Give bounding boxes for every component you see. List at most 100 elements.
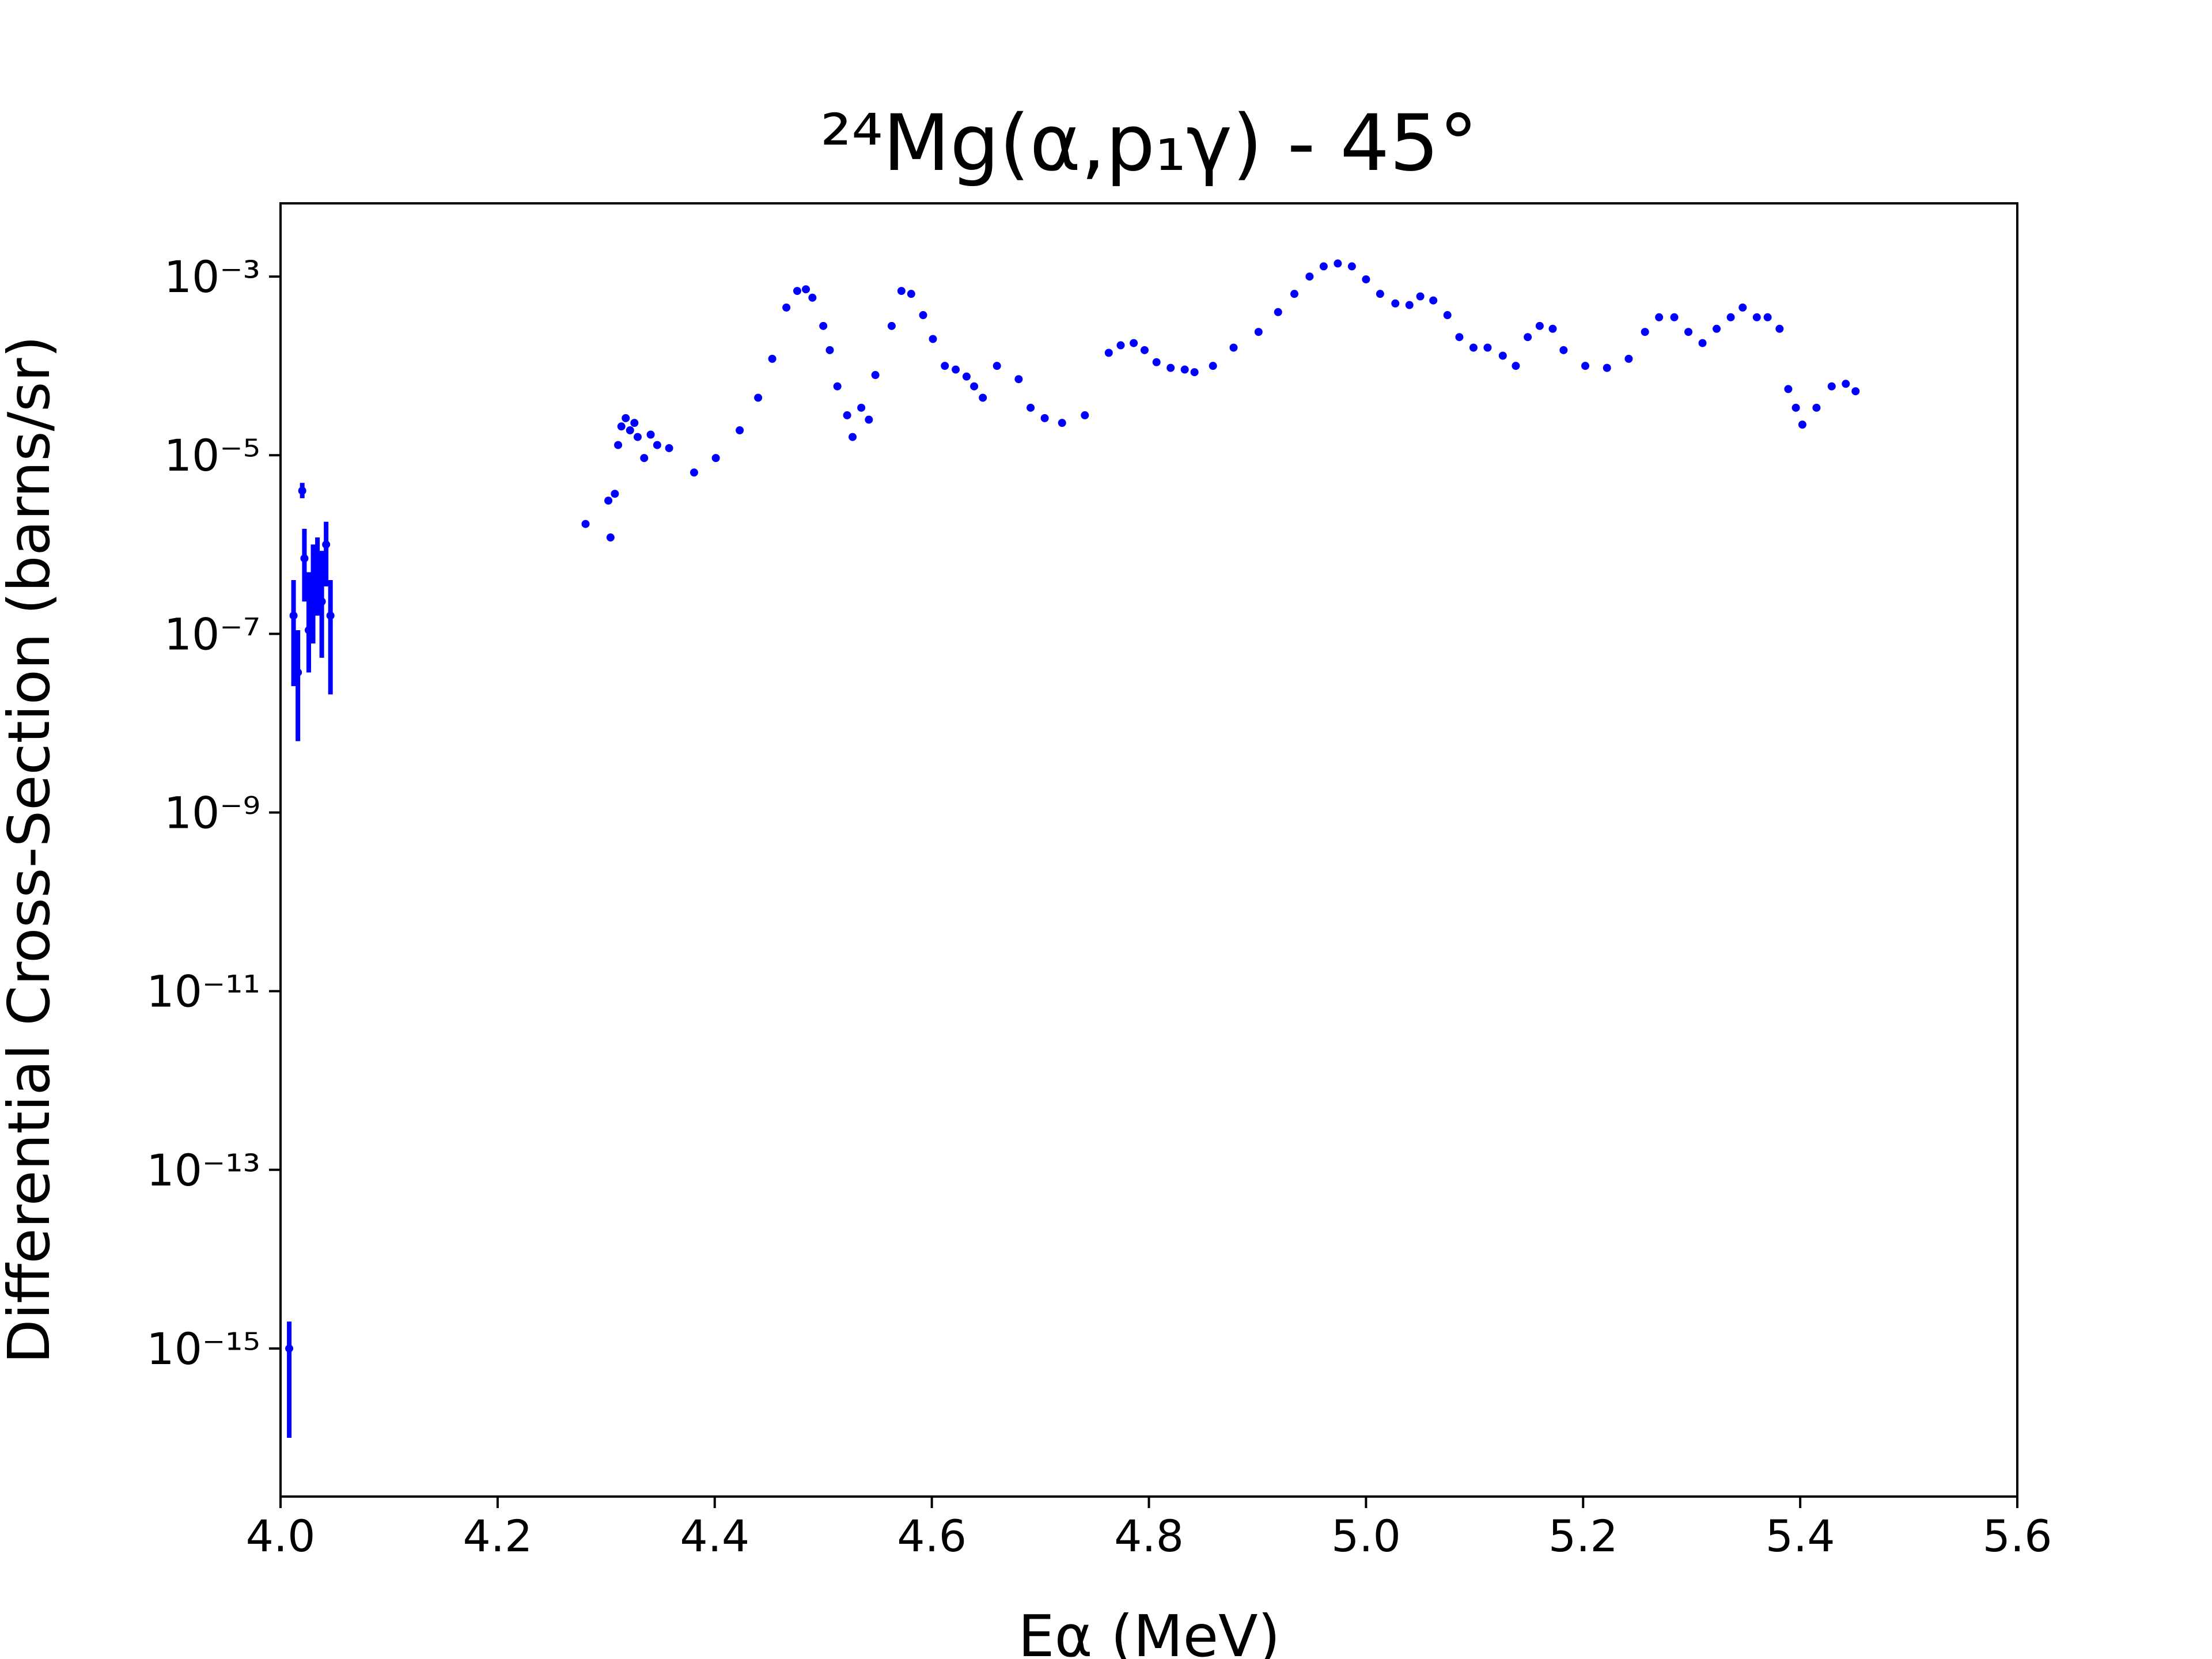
data-point	[1140, 346, 1149, 354]
data-point	[970, 382, 979, 391]
data-point	[614, 441, 623, 449]
data-point	[294, 668, 302, 677]
data-point	[322, 540, 331, 549]
data-point	[768, 354, 777, 363]
data-point	[1698, 339, 1707, 347]
data-point	[993, 362, 1001, 370]
data-point	[1376, 290, 1384, 298]
chart-title: ²⁴Mg(α,p₁γ) - 45°	[820, 98, 1478, 188]
data-point	[1391, 299, 1400, 308]
data-point	[865, 415, 873, 424]
data-point	[857, 403, 866, 412]
data-point	[1058, 419, 1066, 427]
y-tick-label: 10⁻¹⁵	[146, 1323, 260, 1374]
data-point	[1483, 343, 1492, 352]
x-axis-label: Eα (MeV)	[1018, 1603, 1280, 1659]
data-point	[653, 441, 661, 449]
data-point	[300, 554, 309, 563]
data-point	[1405, 301, 1414, 309]
data-point	[782, 303, 791, 312]
x-tick-label: 4.8	[1114, 1510, 1184, 1562]
data-point	[1104, 349, 1113, 357]
data-point	[1512, 362, 1520, 370]
data-point	[825, 346, 834, 354]
data-point	[289, 611, 298, 620]
data-point	[1535, 321, 1544, 330]
data-point	[1429, 296, 1438, 305]
data-point	[646, 430, 655, 439]
data-point	[1290, 290, 1299, 298]
data-point	[802, 285, 810, 294]
data-point	[1624, 354, 1633, 363]
data-point	[1180, 365, 1189, 374]
data-point	[1040, 414, 1049, 422]
data-point	[1274, 308, 1282, 316]
x-tick-label: 4.2	[463, 1510, 532, 1562]
data-point	[1190, 368, 1199, 377]
data-point	[1319, 262, 1328, 271]
x-tick-label: 5.2	[1548, 1510, 1618, 1562]
data-point	[640, 454, 649, 463]
data-point	[833, 382, 842, 391]
data-point	[962, 372, 971, 381]
data-point	[1027, 403, 1035, 412]
y-axis-label: Differential Cross-Section (barns/sr)	[0, 336, 63, 1364]
data-point	[1603, 363, 1611, 372]
x-tick-label: 5.0	[1331, 1510, 1401, 1562]
y-tick-label: 10⁻³	[164, 251, 260, 302]
data-point	[919, 311, 927, 320]
data-point	[1763, 313, 1772, 321]
data-point	[1469, 343, 1478, 352]
data-point	[1116, 341, 1125, 350]
data-point	[1455, 333, 1464, 342]
plot-frame	[279, 202, 2018, 1498]
data-point	[611, 490, 619, 498]
data-point	[929, 335, 937, 343]
data-point	[1726, 313, 1735, 321]
data-point	[285, 1344, 294, 1353]
data-point	[754, 393, 763, 402]
data-point	[1738, 303, 1747, 312]
data-point	[1209, 362, 1217, 370]
data-point	[1305, 272, 1314, 281]
data-point	[313, 560, 322, 569]
data-point	[630, 419, 639, 427]
data-point	[1842, 380, 1850, 388]
data-point	[309, 582, 317, 590]
data-point	[907, 290, 915, 298]
data-point	[736, 426, 744, 435]
data-point	[604, 497, 613, 505]
data-point	[1498, 351, 1507, 360]
data-point	[1713, 324, 1721, 333]
data-point	[1347, 262, 1356, 271]
data-point	[793, 287, 801, 296]
x-tick-label: 4.6	[897, 1510, 967, 1562]
data-point	[887, 321, 896, 330]
data-point	[1775, 324, 1784, 333]
data-point	[622, 414, 630, 422]
data-point	[317, 597, 326, 606]
data-point	[1152, 358, 1161, 366]
data-point	[665, 444, 673, 452]
data-point	[298, 486, 306, 495]
data-point	[1559, 346, 1568, 354]
data-point	[711, 454, 720, 463]
data-point	[819, 321, 828, 330]
x-tick-label: 5.4	[1766, 1510, 1835, 1562]
data-point	[1784, 385, 1793, 393]
data-point	[843, 411, 851, 419]
data-point	[633, 433, 642, 441]
data-point	[606, 533, 615, 542]
data-point	[626, 426, 634, 435]
x-tick-label: 4.4	[680, 1510, 749, 1562]
y-tick-label: 10⁻⁷	[164, 608, 260, 660]
y-tick-label: 10⁻⁵	[164, 430, 260, 481]
data-point	[617, 422, 626, 431]
data-point	[1014, 375, 1023, 384]
data-point	[871, 371, 880, 380]
data-point	[849, 433, 857, 441]
data-point	[1130, 339, 1138, 347]
data-point	[1548, 324, 1557, 333]
